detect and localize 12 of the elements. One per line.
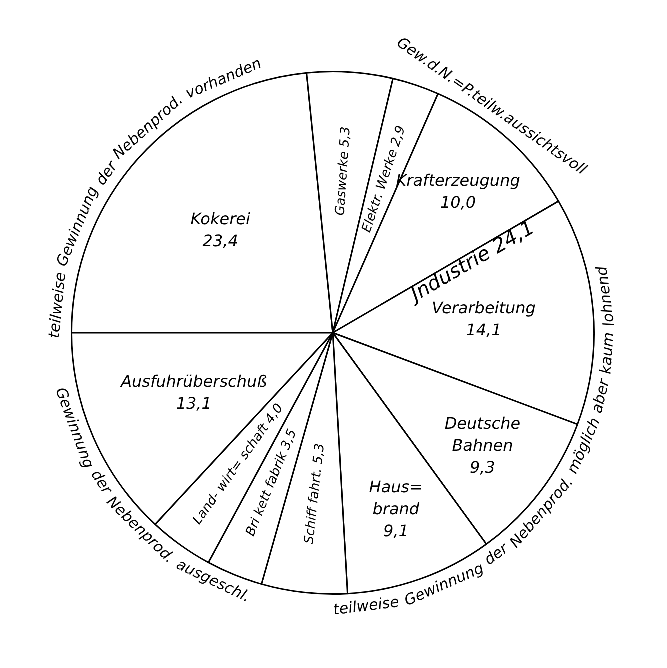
data-label: 10,0 xyxy=(440,192,476,212)
data-label: 14,1 xyxy=(466,320,502,340)
slice-label: Ausfuhrüberschuß xyxy=(120,372,268,391)
slice-label: Schiff fahrt. 5,3 xyxy=(302,442,328,545)
slice-label: Deutsche Bahnen xyxy=(444,414,521,456)
slice-label: Gaswerke 5,3 xyxy=(333,126,354,216)
data-label: 9,1 xyxy=(383,521,409,540)
slice-label: Kokerei xyxy=(190,210,252,229)
data-label: 9,3 xyxy=(470,458,496,478)
slice-label: Haus= brand xyxy=(369,477,424,518)
data-label: 13,1 xyxy=(176,394,212,413)
data-label: 23,4 xyxy=(202,232,238,251)
